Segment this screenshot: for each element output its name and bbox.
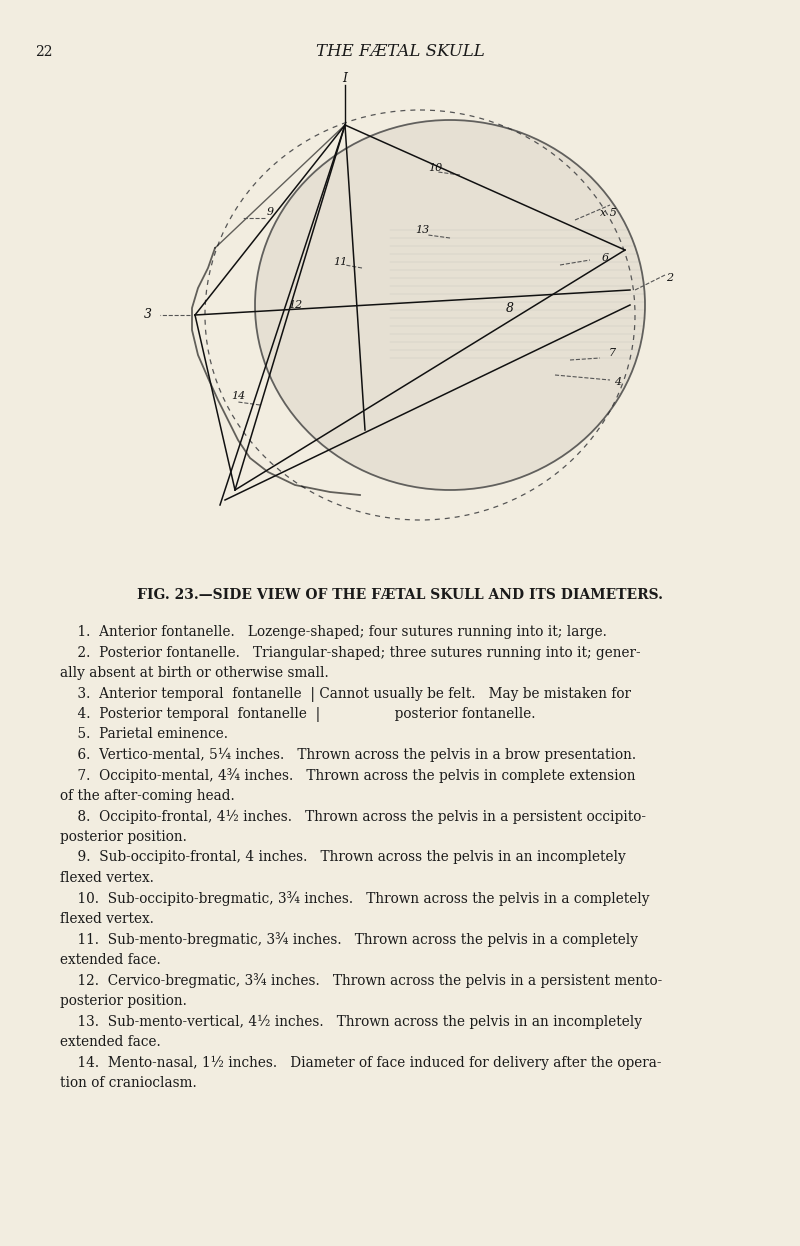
Text: flexed vertex.: flexed vertex. [60,912,154,926]
Text: 13.  Sub-mento-vertical, 4½ inches.   Thrown across the pelvis in an incompletel: 13. Sub-mento-vertical, 4½ inches. Throw… [60,1014,642,1029]
Text: 6.  Vertico-mental, 5¼ inches.   Thrown across the pelvis in a brow presentation: 6. Vertico-mental, 5¼ inches. Thrown acr… [60,748,636,763]
Text: 11: 11 [333,257,347,267]
Text: 10.  Sub-occipito-bregmatic, 3¾ inches.   Thrown across the pelvis in a complete: 10. Sub-occipito-bregmatic, 3¾ inches. T… [60,891,650,906]
Text: THE FÆTAL SKULL: THE FÆTAL SKULL [316,44,484,61]
Text: 12: 12 [288,300,302,310]
Text: 4: 4 [614,378,622,388]
Text: 8.  Occipito-frontal, 4½ inches.   Thrown across the pelvis in a persistent occi: 8. Occipito-frontal, 4½ inches. Thrown a… [60,810,646,824]
Text: 8: 8 [506,302,514,314]
Text: of the after-coming head.: of the after-coming head. [60,789,234,802]
Text: 22: 22 [35,45,53,59]
Text: extended face.: extended face. [60,953,161,967]
Ellipse shape [255,120,645,490]
Text: posterior position.: posterior position. [60,994,187,1008]
Text: 7: 7 [609,348,615,358]
Text: 5.  Parietal eminence.: 5. Parietal eminence. [60,728,228,741]
Text: tion of cranioclasm.: tion of cranioclasm. [60,1077,197,1090]
Text: 13: 13 [415,226,429,235]
Text: 9.  Sub-occipito-frontal, 4 inches.   Thrown across the pelvis in an incompletel: 9. Sub-occipito-frontal, 4 inches. Throw… [60,851,626,865]
Text: 1.  Anterior fontanelle.   Lozenge-shaped; four sutures running into it; large.: 1. Anterior fontanelle. Lozenge-shaped; … [60,625,607,639]
Text: x 5: x 5 [599,208,617,218]
Text: 3: 3 [144,309,152,321]
Text: extended face.: extended face. [60,1035,161,1049]
Text: 9: 9 [266,207,274,217]
Text: I: I [342,71,347,85]
Text: 2: 2 [666,273,674,283]
Text: 10: 10 [428,163,442,173]
Text: 7.  Occipito-mental, 4¾ inches.   Thrown across the pelvis in complete extension: 7. Occipito-mental, 4¾ inches. Thrown ac… [60,769,635,784]
Text: 4.  Posterior temporal  fontanelle  |                 posterior fontanelle.: 4. Posterior temporal fontanelle | poste… [60,706,535,721]
Text: posterior position.: posterior position. [60,830,187,844]
Text: flexed vertex.: flexed vertex. [60,871,154,885]
Text: ally absent at birth or otherwise small.: ally absent at birth or otherwise small. [60,667,329,680]
Text: 11.  Sub-mento-bregmatic, 3¾ inches.   Thrown across the pelvis in a completely: 11. Sub-mento-bregmatic, 3¾ inches. Thro… [60,932,638,947]
Text: 14: 14 [231,391,245,401]
Text: 6: 6 [602,253,609,263]
Text: 2.  Posterior fontanelle.   Triangular-shaped; three sutures running into it; ge: 2. Posterior fontanelle. Triangular-shap… [60,645,641,659]
Text: 3.  Anterior temporal  fontanelle  | Cannot usually be felt.   May be mistaken f: 3. Anterior temporal fontanelle | Cannot… [60,687,631,701]
Text: 14.  Mento-nasal, 1½ inches.   Diameter of face induced for delivery after the o: 14. Mento-nasal, 1½ inches. Diameter of … [60,1055,662,1069]
Text: FIG. 23.—SIDE VIEW OF THE FÆTAL SKULL AND ITS DIAMETERS.: FIG. 23.—SIDE VIEW OF THE FÆTAL SKULL AN… [137,588,663,602]
Text: 12.  Cervico-bregmatic, 3¾ inches.   Thrown across the pelvis in a persistent me: 12. Cervico-bregmatic, 3¾ inches. Thrown… [60,973,662,988]
